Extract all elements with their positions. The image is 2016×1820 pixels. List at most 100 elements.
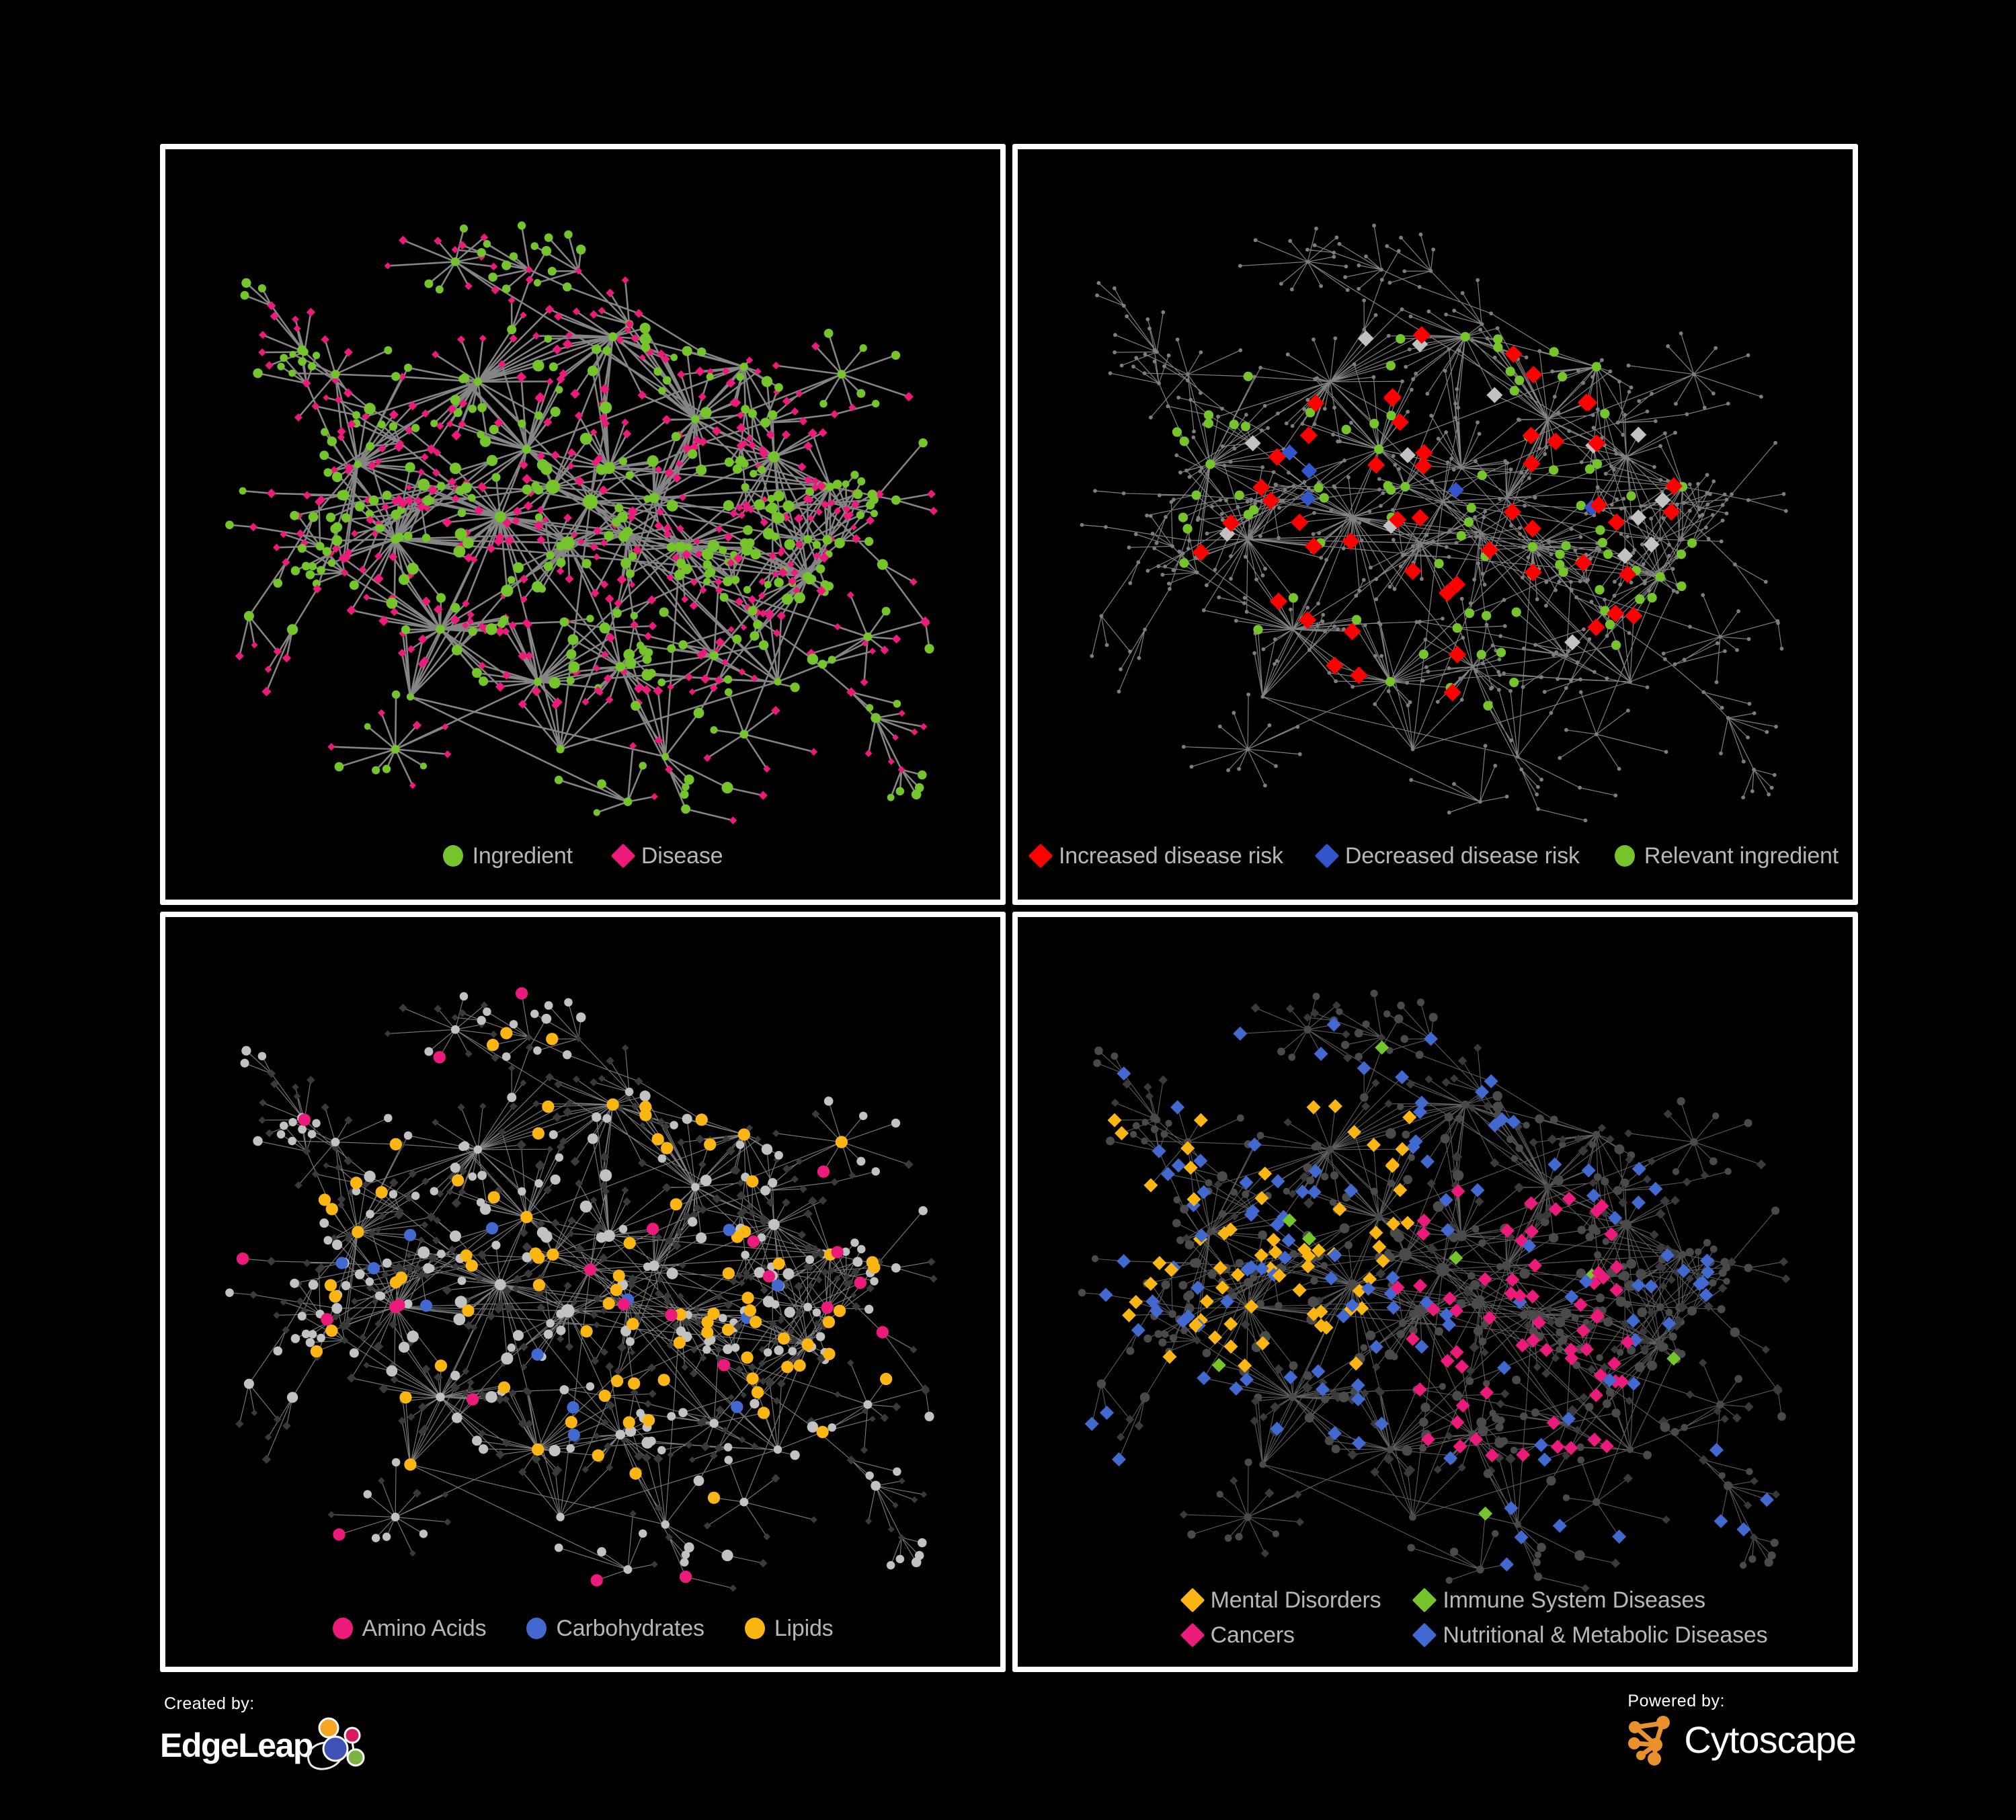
network-node-ingredient[interactable] <box>298 1124 307 1134</box>
network-node-ingredient[interactable] <box>649 1260 659 1271</box>
network-node-ingredient[interactable] <box>1436 1262 1450 1276</box>
network-node-disease[interactable] <box>1578 1145 1588 1156</box>
network-node-ingredient[interactable] <box>1718 635 1722 639</box>
network-node-ingredient[interactable] <box>1369 418 1379 429</box>
network-node-ingredient[interactable] <box>1385 360 1396 370</box>
network-node-ingredient[interactable] <box>341 513 351 523</box>
network-node-disease[interactable] <box>1537 553 1541 557</box>
network-node-ingredient[interactable] <box>1398 1247 1412 1261</box>
network-node-disease[interactable] <box>1470 338 1474 342</box>
network-node-ingredient[interactable] <box>1327 670 1332 675</box>
network-node-disease[interactable] <box>1154 541 1159 545</box>
network-node-disease[interactable] <box>1648 1181 1663 1196</box>
network-node-disease[interactable] <box>606 288 615 298</box>
network-node-disease[interactable] <box>677 1138 686 1146</box>
network-node-disease[interactable] <box>1400 379 1404 384</box>
network-node-disease[interactable] <box>1373 702 1377 707</box>
network-node-ingredient[interactable] <box>1490 643 1495 647</box>
network-node-ingredient[interactable] <box>477 248 486 258</box>
network-node-disease[interactable] <box>251 1409 258 1416</box>
network-node-ingredient[interactable] <box>822 1315 836 1329</box>
network-node-disease[interactable] <box>501 627 510 636</box>
network-node-disease[interactable] <box>1545 1304 1554 1313</box>
network-node-ingredient[interactable] <box>666 500 678 512</box>
network-node-disease[interactable] <box>1305 247 1309 252</box>
network-node-ingredient[interactable] <box>479 436 491 447</box>
network-node-disease[interactable] <box>1752 711 1757 715</box>
network-node-ingredient[interactable] <box>1132 1121 1140 1130</box>
network-node-ingredient[interactable] <box>512 1329 524 1341</box>
network-node-disease[interactable] <box>570 1156 580 1166</box>
network-node-ingredient[interactable] <box>1242 601 1246 606</box>
network-node-ingredient[interactable] <box>541 1013 552 1024</box>
network-node-ingredient[interactable] <box>857 1244 866 1253</box>
network-node-disease[interactable] <box>432 468 441 477</box>
network-node-disease[interactable] <box>810 748 818 756</box>
network-node-ingredient[interactable] <box>534 485 544 495</box>
network-node-ingredient[interactable] <box>1549 347 1559 357</box>
network-node-ingredient[interactable] <box>857 477 866 485</box>
network-node-disease[interactable] <box>1508 688 1513 693</box>
network-node-disease[interactable] <box>1624 1128 1633 1138</box>
network-node-ingredient[interactable] <box>1362 327 1367 332</box>
network-node-ingredient[interactable] <box>280 354 288 362</box>
network-node-disease[interactable] <box>1614 451 1619 456</box>
network-node-ingredient[interactable] <box>542 1100 555 1113</box>
network-node-disease[interactable] <box>258 348 266 356</box>
network-node-ingredient[interactable] <box>453 545 466 558</box>
network-node-ingredient[interactable] <box>1387 280 1392 285</box>
network-node-disease[interactable] <box>1253 502 1257 506</box>
network-node-ingredient[interactable] <box>317 1333 325 1342</box>
network-node-disease[interactable] <box>465 282 473 290</box>
network-node-disease[interactable] <box>565 331 573 339</box>
network-node-ingredient[interactable] <box>289 350 296 358</box>
network-node-ingredient[interactable] <box>507 1092 517 1102</box>
network-node-ingredient[interactable] <box>1187 1530 1196 1539</box>
network-node-disease[interactable] <box>1157 381 1161 386</box>
network-node-ingredient[interactable] <box>1443 368 1447 373</box>
network-node-ingredient[interactable] <box>834 537 845 549</box>
network-node-disease[interactable] <box>1675 502 1679 507</box>
network-node-disease[interactable] <box>1489 311 1494 316</box>
network-node-ingredient[interactable] <box>452 1174 465 1187</box>
network-node-ingredient[interactable] <box>638 1529 647 1538</box>
network-node-disease[interactable] <box>735 504 743 512</box>
network-node-disease[interactable] <box>1104 524 1108 529</box>
network-node-ingredient[interactable] <box>696 465 707 476</box>
network-node-disease[interactable] <box>1658 444 1662 448</box>
network-node-ingredient[interactable] <box>549 362 558 372</box>
network-node-ingredient[interactable] <box>354 502 365 512</box>
network-node-ingredient[interactable] <box>1679 331 1683 335</box>
network-node-ingredient[interactable] <box>307 362 317 371</box>
network-node-disease[interactable] <box>1266 1232 1281 1247</box>
network-node-ingredient[interactable] <box>852 489 863 500</box>
network-node-ingredient[interactable] <box>1184 1240 1195 1249</box>
network-node-ingredient[interactable] <box>1260 695 1265 699</box>
network-node-disease[interactable] <box>1581 1162 1596 1177</box>
network-node-ingredient[interactable] <box>1182 524 1193 534</box>
network-node-disease[interactable] <box>363 594 370 601</box>
network-node-ingredient[interactable] <box>891 1263 901 1273</box>
network-node-ingredient[interactable] <box>325 512 336 522</box>
network-node-disease[interactable] <box>1444 545 1449 549</box>
network-node-ingredient[interactable] <box>1660 1421 1670 1432</box>
network-node-disease[interactable] <box>1516 418 1521 422</box>
network-node-ingredient[interactable] <box>1375 1212 1383 1221</box>
network-node-ingredient[interactable] <box>709 651 719 660</box>
network-node-disease[interactable] <box>1145 317 1150 321</box>
network-node-ingredient[interactable] <box>1219 512 1224 516</box>
network-node-disease[interactable] <box>594 454 604 463</box>
network-node-ingredient[interactable] <box>627 1317 639 1330</box>
network-node-disease[interactable] <box>296 1297 305 1306</box>
network-node-disease[interactable] <box>479 334 487 342</box>
network-node-disease[interactable] <box>1303 1197 1314 1208</box>
network-node-disease[interactable] <box>1143 1082 1152 1091</box>
network-node-ingredient[interactable] <box>1334 679 1338 684</box>
network-node-ingredient[interactable] <box>509 252 518 261</box>
network-node-ingredient[interactable] <box>767 495 776 503</box>
network-node-ingredient[interactable] <box>831 1245 844 1259</box>
network-node-disease[interactable] <box>1293 1490 1302 1499</box>
network-node-ingredient[interactable] <box>1207 1269 1217 1279</box>
network-node-ingredient[interactable] <box>1093 489 1097 493</box>
network-node-disease[interactable] <box>563 513 572 522</box>
